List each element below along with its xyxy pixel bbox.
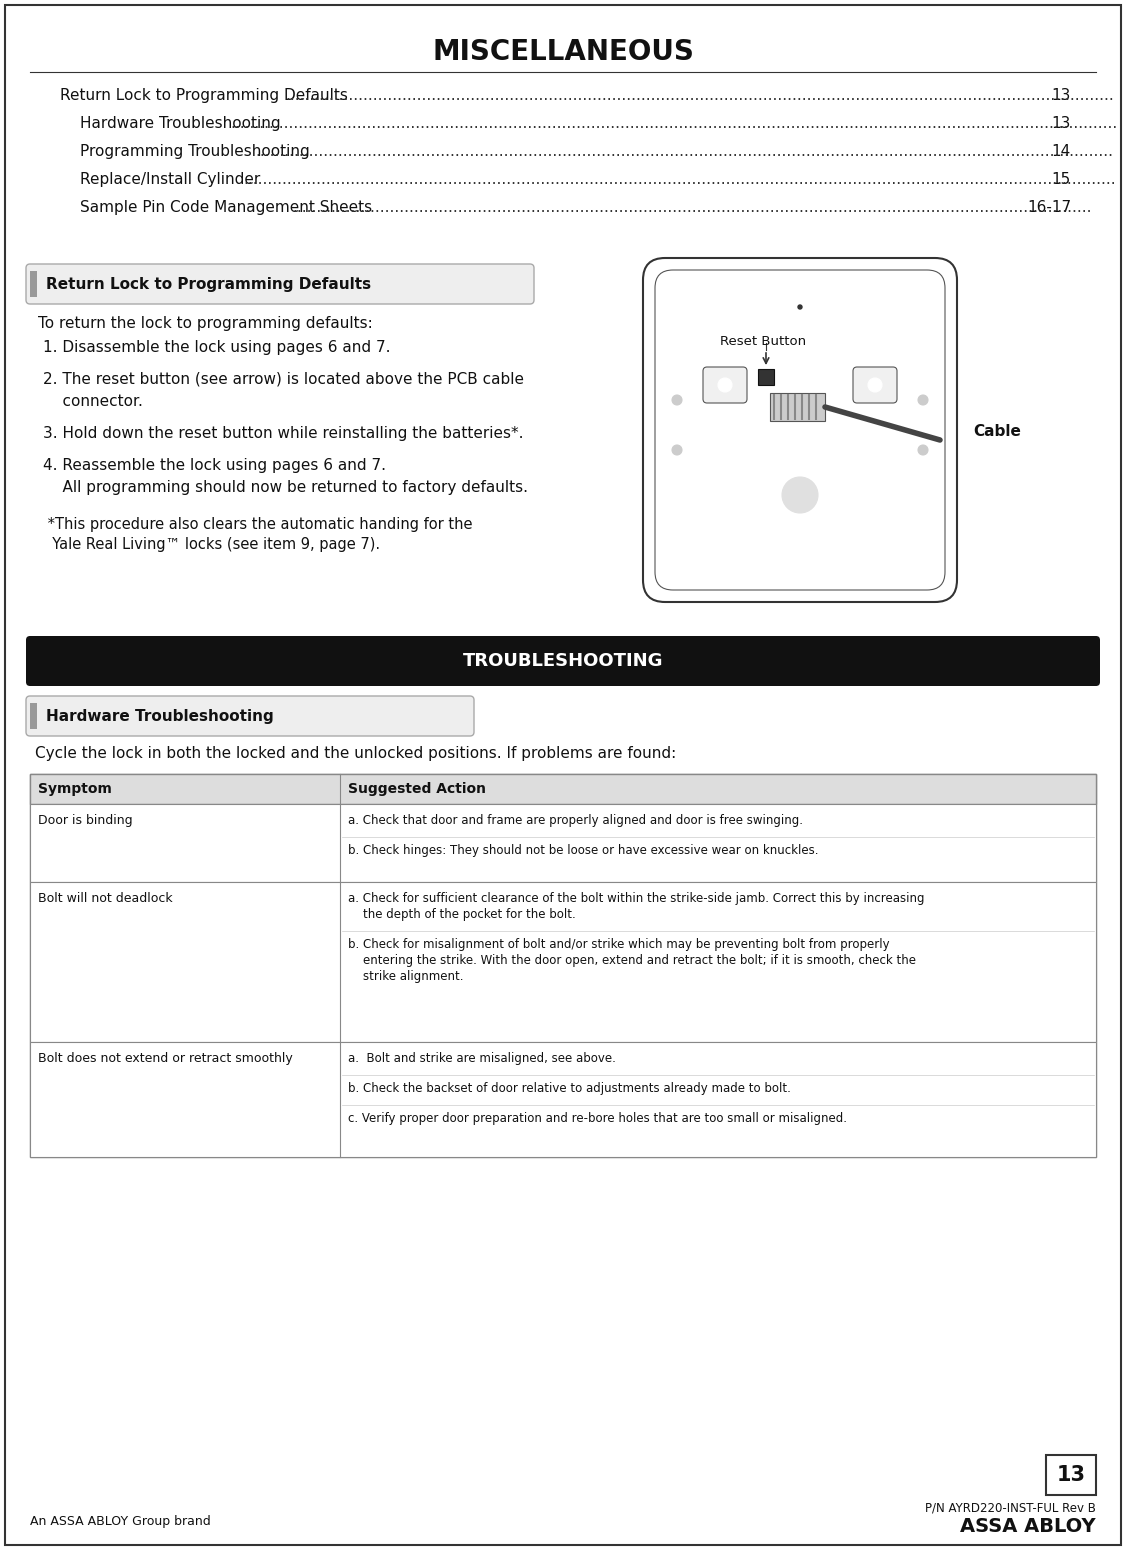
FancyBboxPatch shape bbox=[26, 696, 474, 736]
Circle shape bbox=[798, 305, 802, 308]
Circle shape bbox=[918, 445, 928, 456]
Text: ................................................................................: ........................................… bbox=[285, 88, 1114, 102]
Text: 4. Reassemble the lock using pages 6 and 7.: 4. Reassemble the lock using pages 6 and… bbox=[43, 457, 386, 473]
Text: All programming should now be returned to factory defaults.: All programming should now be returned t… bbox=[43, 480, 528, 494]
Text: b. Check for misalignment of bolt and/or strike which may be preventing bolt fro: b. Check for misalignment of bolt and/or… bbox=[348, 938, 890, 952]
Text: P/N AYRD220-INST-FUL Rev B: P/N AYRD220-INST-FUL Rev B bbox=[926, 1502, 1096, 1514]
Text: the depth of the pocket for the bolt.: the depth of the pocket for the bolt. bbox=[348, 908, 575, 921]
Text: 2. The reset button (see arrow) is located above the PCB cable: 2. The reset button (see arrow) is locat… bbox=[43, 372, 524, 388]
Bar bbox=[30, 882, 1096, 1042]
Bar bbox=[30, 704, 37, 728]
Circle shape bbox=[738, 443, 863, 567]
Text: Bolt does not extend or retract smoothly: Bolt does not extend or retract smoothly bbox=[38, 1052, 293, 1065]
Bar bbox=[758, 369, 774, 384]
Text: 1. Disassemble the lock using pages 6 and 7.: 1. Disassemble the lock using pages 6 an… bbox=[43, 339, 391, 355]
Text: Cycle the lock in both the locked and the unlocked positions. If problems are fo: Cycle the lock in both the locked and th… bbox=[35, 746, 677, 761]
Text: MISCELLANEOUS: MISCELLANEOUS bbox=[432, 39, 694, 67]
Circle shape bbox=[869, 560, 881, 570]
Text: An ASSA ABLOY Group brand: An ASSA ABLOY Group brand bbox=[30, 1516, 211, 1528]
Text: Hardware Troubleshooting: Hardware Troubleshooting bbox=[46, 708, 274, 724]
Text: 14: 14 bbox=[1052, 144, 1071, 160]
Text: 15: 15 bbox=[1052, 172, 1071, 188]
FancyBboxPatch shape bbox=[854, 367, 897, 403]
Circle shape bbox=[795, 302, 805, 312]
Circle shape bbox=[781, 477, 817, 513]
Text: a.  Bolt and strike are misaligned, see above.: a. Bolt and strike are misaligned, see a… bbox=[348, 1052, 616, 1065]
Text: c. Verify proper door preparation and re-bore holes that are too small or misali: c. Verify proper door preparation and re… bbox=[348, 1111, 847, 1125]
FancyBboxPatch shape bbox=[26, 636, 1100, 687]
Text: Hardware Troubleshooting: Hardware Troubleshooting bbox=[80, 116, 280, 132]
Bar bbox=[1046, 1455, 1096, 1496]
Circle shape bbox=[672, 395, 682, 405]
Text: 13: 13 bbox=[1052, 116, 1071, 132]
Bar bbox=[30, 773, 1096, 804]
Text: 3. Hold down the reset button while reinstalling the batteries*.: 3. Hold down the reset button while rein… bbox=[43, 426, 524, 442]
Text: Suggested Action: Suggested Action bbox=[348, 783, 486, 797]
Text: Yale Real Living™ locks (see item 9, page 7).: Yale Real Living™ locks (see item 9, pag… bbox=[43, 536, 381, 552]
Circle shape bbox=[868, 378, 882, 392]
Text: Return Lock to Programming Defaults: Return Lock to Programming Defaults bbox=[46, 276, 372, 291]
Text: To return the lock to programming defaults:: To return the lock to programming defaul… bbox=[38, 316, 373, 332]
Text: ................................................................................: ........................................… bbox=[256, 144, 1114, 160]
Text: Sample Pin Code Management Sheets: Sample Pin Code Management Sheets bbox=[80, 200, 377, 215]
Text: ................................................................................: ........................................… bbox=[243, 172, 1116, 188]
Text: Symptom: Symptom bbox=[38, 783, 111, 797]
FancyBboxPatch shape bbox=[26, 264, 534, 304]
Circle shape bbox=[718, 378, 732, 392]
Text: b. Check the backset of door relative to adjustments already made to bolt.: b. Check the backset of door relative to… bbox=[348, 1082, 790, 1094]
Text: TROUBLESHOOTING: TROUBLESHOOTING bbox=[463, 653, 663, 670]
FancyBboxPatch shape bbox=[655, 270, 945, 591]
Text: Return Lock to Programming Defaults: Return Lock to Programming Defaults bbox=[60, 88, 352, 102]
Text: 13: 13 bbox=[1052, 88, 1071, 102]
Bar bbox=[30, 773, 1096, 1156]
Text: ASSA ABLOY: ASSA ABLOY bbox=[960, 1516, 1096, 1536]
Text: ................................................................................: ........................................… bbox=[293, 200, 1092, 215]
FancyBboxPatch shape bbox=[643, 257, 957, 601]
Text: a. Check for sufficient clearance of the bolt within the strike-side jamb. Corre: a. Check for sufficient clearance of the… bbox=[348, 891, 924, 905]
Text: Programming Troubleshooting: Programming Troubleshooting bbox=[80, 144, 314, 160]
Text: Cable: Cable bbox=[973, 425, 1021, 440]
Text: b. Check hinges: They should not be loose or have excessive wear on knuckles.: b. Check hinges: They should not be loos… bbox=[348, 845, 819, 857]
Text: connector.: connector. bbox=[43, 394, 143, 409]
Text: Door is binding: Door is binding bbox=[38, 814, 133, 828]
Circle shape bbox=[918, 395, 928, 405]
Text: Bolt will not deadlock: Bolt will not deadlock bbox=[38, 891, 172, 905]
Text: entering the strike. With the door open, extend and retract the bolt; if it is s: entering the strike. With the door open,… bbox=[348, 953, 915, 967]
Circle shape bbox=[720, 560, 731, 570]
Text: ................................................................................: ........................................… bbox=[231, 116, 1118, 132]
Text: Replace/Install Cylinder: Replace/Install Cylinder bbox=[80, 172, 270, 188]
FancyBboxPatch shape bbox=[703, 367, 747, 403]
Bar bbox=[30, 804, 1096, 882]
Bar bbox=[30, 271, 37, 298]
Circle shape bbox=[672, 445, 682, 456]
Bar bbox=[30, 1042, 1096, 1156]
Bar bbox=[770, 394, 825, 422]
Circle shape bbox=[748, 453, 852, 556]
Text: 16-17: 16-17 bbox=[1027, 200, 1071, 215]
Text: *This procedure also clears the automatic handing for the: *This procedure also clears the automati… bbox=[43, 518, 473, 532]
Text: Reset Button: Reset Button bbox=[720, 335, 806, 349]
Text: 13: 13 bbox=[1056, 1465, 1085, 1485]
Text: strike alignment.: strike alignment. bbox=[348, 970, 464, 983]
Text: a. Check that door and frame are properly aligned and door is free swinging.: a. Check that door and frame are properl… bbox=[348, 814, 803, 828]
